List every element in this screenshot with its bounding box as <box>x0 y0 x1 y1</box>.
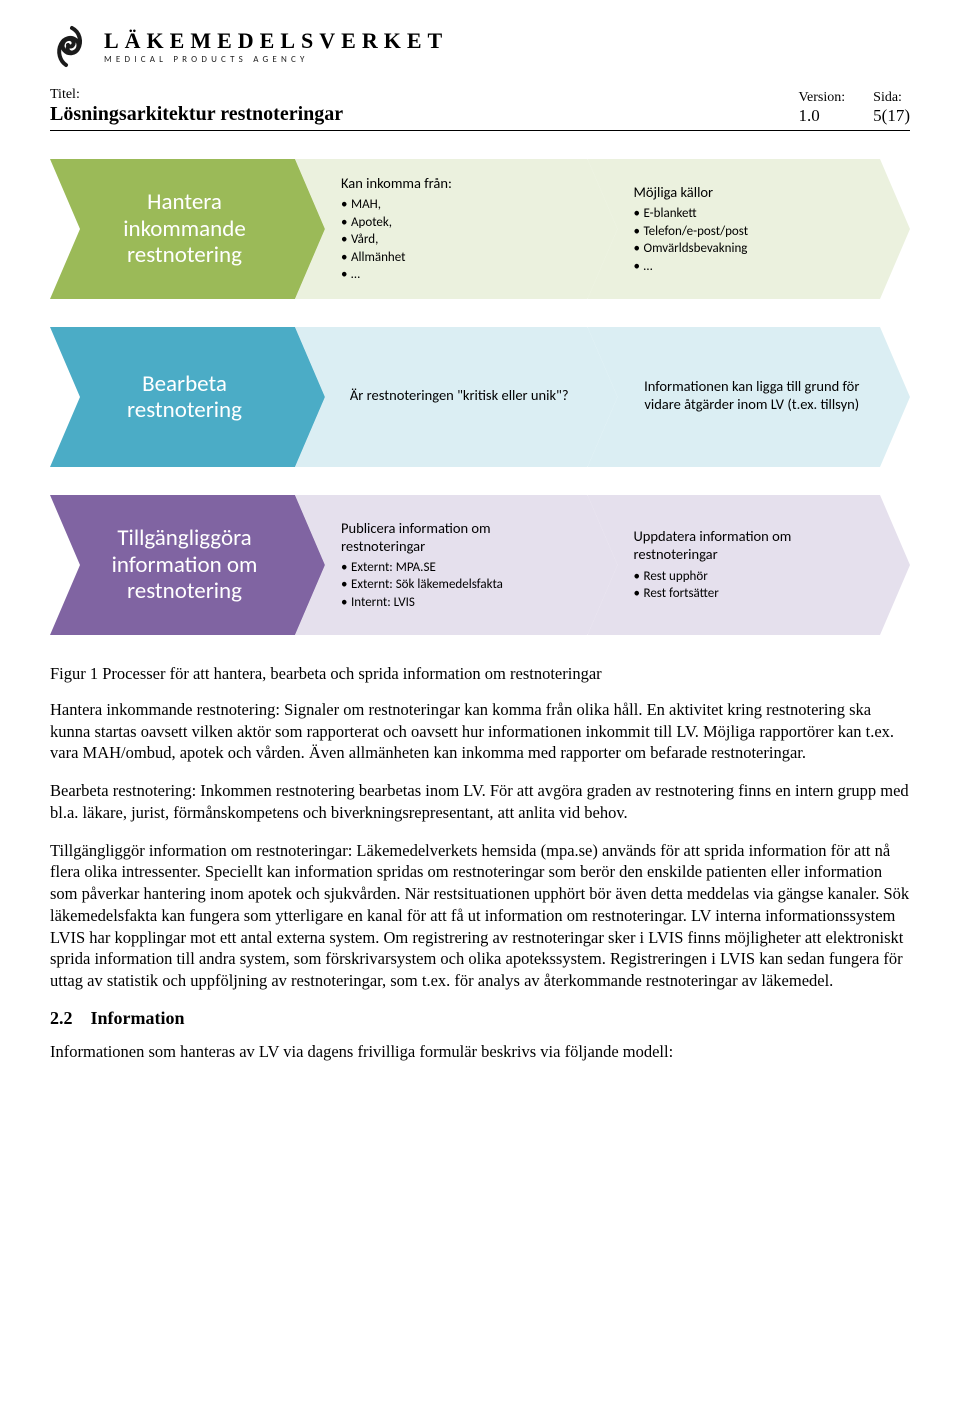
process-title: Tillgängliggörainformation omrestnoterin… <box>50 495 325 635</box>
page-label: Sida: <box>873 90 910 106</box>
agency-logo-name: LÄKEMEDELSVERKET <box>104 30 448 52</box>
process-box: Är restnoteringen "kritisk eller unik"? <box>295 327 618 467</box>
version-label: Version: <box>799 90 846 106</box>
body-paragraph: Hantera inkommande restnotering: Signale… <box>50 699 910 764</box>
page-value: 5(17) <box>873 106 910 126</box>
process-box: Kan inkomma från: MAH,Apotek,Vård,Allmänh… <box>295 159 618 299</box>
process-title: Hanterainkommanderestnotering <box>50 159 325 299</box>
process-box-bullets: Externt: MPA.SEExternt: Sök läkemedelsfa… <box>341 559 578 612</box>
body-paragraphs: Hantera inkommande restnotering: Signale… <box>50 699 910 992</box>
figure-caption: Figur 1 Processer för att hantera, bearb… <box>50 663 910 685</box>
process-box: Uppdatera information om restnoteringar R… <box>588 495 911 635</box>
process-row: Bearbetarestnotering Är restnoteringen "k… <box>50 327 910 467</box>
agency-logo-icon <box>50 25 94 69</box>
process-box-bullet: Apotek, <box>341 214 578 232</box>
process-box-heading: Uppdatera information om restnoteringar <box>634 527 871 563</box>
section-intro: Informationen som hanteras av LV via dag… <box>50 1041 910 1063</box>
process-title: Bearbetarestnotering <box>50 327 325 467</box>
process-title-line: restnotering <box>127 578 242 604</box>
process-title-line: inkommande <box>123 216 246 242</box>
process-box-bullet: Allmänhet <box>341 249 578 267</box>
process-box-bullet: Rest fortsätter <box>634 585 871 603</box>
process-box-bullets: MAH,Apotek,Vård,Allmänhet… <box>341 196 578 284</box>
process-title-line: information om <box>112 552 258 578</box>
process-row: HanterainkommanderestnoteringKan inkomma… <box>50 159 910 299</box>
title-label: Titel: <box>50 87 343 103</box>
process-box-bullet: … <box>634 258 871 276</box>
process-title-line: restnotering <box>127 242 242 268</box>
agency-logo-subtitle: MEDICAL PRODUCTS AGENCY <box>104 55 448 64</box>
process-box-bullet: MAH, <box>341 196 578 214</box>
version-value: 1.0 <box>799 106 846 126</box>
process-box-bullet: Externt: MPA.SE <box>341 559 578 577</box>
process-box-bullet: Externt: Sök läkemedelsfakta <box>341 576 578 594</box>
process-box: Informationen kan ligga till grund för v… <box>588 327 911 467</box>
process-box-bullet: E-blankett <box>634 205 871 223</box>
process-title-line: Hantera <box>147 189 222 215</box>
section-number: 2.2 <box>50 1008 86 1029</box>
process-box-bullet: Telefon/e-post/post <box>634 223 871 241</box>
process-box-bullet: Vård, <box>341 231 578 249</box>
process-box-bullet: Internt: LVIS <box>341 594 578 612</box>
process-box-heading: Är restnoteringen "kritisk eller unik"? <box>350 386 569 404</box>
body-paragraph: Bearbeta restnotering: Inkommen restnote… <box>50 780 910 824</box>
process-box-heading: Informationen kan ligga till grund för v… <box>634 377 871 413</box>
process-box-bullet: Omvärldsbevakning <box>634 240 871 258</box>
process-box-heading: Publicera information om restnoteringar <box>341 519 578 555</box>
process-box: Publicera information om restnoteringar E… <box>295 495 618 635</box>
section-heading: 2.2 Information <box>50 1008 910 1029</box>
process-box-bullets: E-blankettTelefon/e-post/postOmvärldsbev… <box>634 205 871 275</box>
process-row: Tillgängliggörainformation omrestnoterin… <box>50 495 910 635</box>
process-box-bullets: Rest upphörRest fortsätter <box>634 568 871 603</box>
process-box-bullet: … <box>341 266 578 284</box>
process-box-bullet: Rest upphör <box>634 568 871 586</box>
document-title: Lösningsarkitektur restnoteringar <box>50 103 343 126</box>
process-title-line: restnotering <box>127 397 242 423</box>
document-header: Titel: Lösningsarkitektur restnoteringar… <box>50 87 910 131</box>
section-title: Information <box>91 1008 185 1028</box>
body-paragraph: Tillgängliggör information om restnoteri… <box>50 840 910 992</box>
process-box-heading: Kan inkomma från: <box>341 174 578 192</box>
process-diagram: HanterainkommanderestnoteringKan inkomma… <box>50 159 910 635</box>
process-title-line: Bearbeta <box>142 371 227 397</box>
process-box-heading: Möjliga källor <box>634 183 871 201</box>
process-box: Möjliga källor E-blankettTelefon/e-post/p… <box>588 159 911 299</box>
process-title-line: Tillgängliggöra <box>117 525 251 551</box>
agency-logo: LÄKEMEDELSVERKET MEDICAL PRODUCTS AGENCY <box>50 25 910 69</box>
